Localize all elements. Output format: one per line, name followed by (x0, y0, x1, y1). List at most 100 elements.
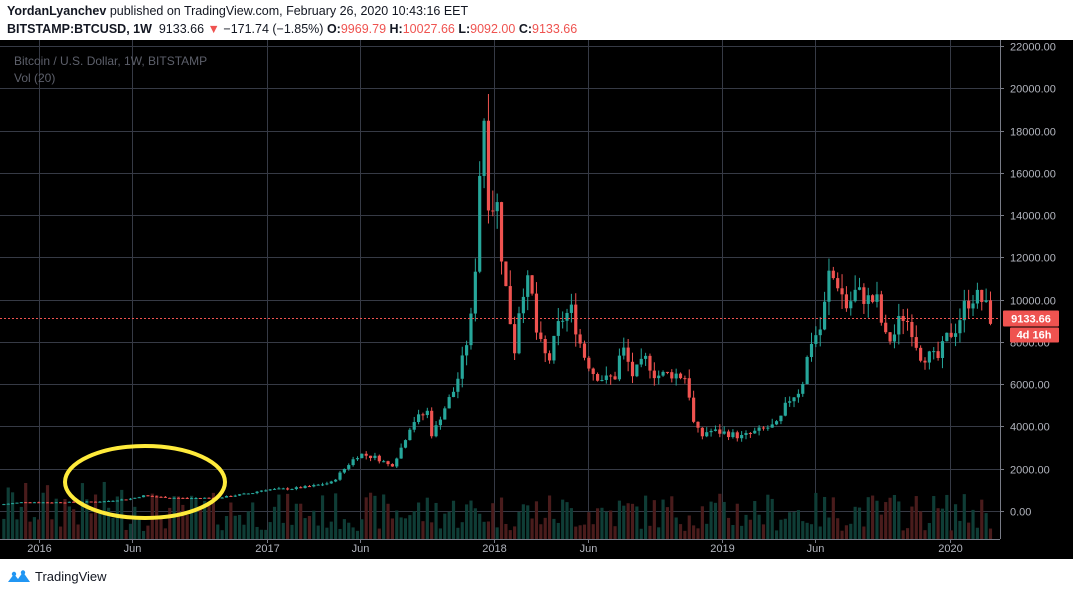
volume-bar (513, 526, 517, 539)
volume-bar (757, 514, 761, 539)
candle-body (189, 498, 194, 500)
candle-body (748, 433, 752, 435)
candlestick-chart[interactable]: 22000.00 20000.00 18000.00 16000.00 14000.00… (0, 40, 1073, 559)
candle-body (268, 489, 272, 491)
candle-body (901, 316, 905, 321)
candle-body (919, 347, 923, 361)
candle-body (32, 502, 37, 504)
volume-bar (678, 524, 683, 539)
candle-body (447, 397, 451, 409)
volume-bar (849, 523, 853, 539)
time-axis[interactable]: 2016 Jun 2017 Jun 2018 Jun 2019 Jun 2020 (0, 539, 1000, 555)
candle-body (539, 332, 543, 339)
candle-body (591, 368, 595, 375)
volume-bar (499, 497, 504, 539)
volume-bar (774, 530, 779, 539)
volume-bar (561, 499, 565, 539)
candle-body (814, 335, 818, 344)
candle-body (421, 414, 425, 416)
candle-body (788, 401, 792, 403)
candle-body (831, 270, 835, 279)
volume-bar (753, 501, 757, 539)
volume-bar (953, 504, 958, 539)
volume-bar (264, 529, 268, 539)
volume-bar (722, 501, 726, 539)
candle-body (15, 502, 19, 504)
annotation-ellipse[interactable] (63, 444, 227, 520)
volume-bar (19, 506, 23, 539)
candle-body (678, 373, 683, 379)
volume-bar (844, 525, 849, 539)
volume-bar (316, 525, 320, 539)
candle-body (307, 486, 312, 488)
footer: TradingView (0, 559, 1073, 596)
candle-body (657, 375, 661, 379)
price-tick-label: 10000.00 (1010, 296, 1056, 308)
candle-body (233, 495, 237, 497)
volume-bar (984, 513, 988, 539)
candle-body (561, 320, 565, 322)
volume-bar (613, 526, 617, 539)
candle-body (879, 294, 883, 323)
open-label: O: (326, 22, 341, 36)
candle-body (718, 429, 722, 434)
volume-bar (923, 530, 927, 539)
volume-bar (238, 514, 242, 539)
volume-bar (67, 506, 71, 539)
candle-body (176, 497, 181, 499)
candle-body (644, 355, 648, 359)
volume-bar (11, 492, 15, 539)
candle-body (779, 415, 783, 422)
author-name[interactable]: YordanLyanchev (7, 4, 107, 18)
volume-bar (905, 528, 910, 539)
candle-body (988, 300, 993, 324)
volume-bar (700, 506, 704, 539)
volume-bar (338, 528, 342, 539)
chart-area[interactable]: 22000.00 20000.00 18000.00 16000.00 14000.00… (0, 40, 1073, 559)
volume-bar (622, 505, 626, 539)
candle-body (312, 484, 316, 487)
volume-legend[interactable]: Vol (20) (14, 71, 56, 85)
candle-body (683, 378, 687, 380)
candle-body (713, 429, 718, 431)
volume-bar (412, 511, 416, 539)
volume-bar (521, 504, 525, 539)
time-tick-label: Jun (124, 543, 142, 555)
price-tick-label: 22000.00 (1010, 42, 1056, 54)
volume-bar (635, 506, 639, 539)
candle-body (364, 453, 368, 456)
candle-body (425, 410, 429, 416)
volume-bar (486, 521, 491, 539)
candle-body (417, 414, 421, 423)
volume-bar (303, 518, 307, 539)
candle-body (50, 502, 54, 504)
candle-body (836, 278, 840, 289)
candle-body (399, 447, 403, 459)
volume-bar (674, 517, 678, 539)
candle-body (499, 202, 504, 262)
candle-body (89, 501, 93, 503)
price-tick-label: 4000.00 (1010, 422, 1050, 434)
candle-body (172, 497, 176, 499)
candle-body (37, 502, 41, 504)
candles (2, 94, 993, 506)
candle-body (984, 300, 988, 302)
candle-body (111, 500, 115, 502)
volume-bar (591, 524, 595, 539)
candle-body (866, 295, 870, 304)
volume-bar (919, 511, 923, 539)
candle-body (761, 427, 766, 429)
volume-bar (360, 519, 364, 539)
candle-body (534, 293, 539, 333)
volume-bar (50, 519, 54, 539)
tradingview-brand[interactable]: TradingView (7, 569, 107, 584)
volume-bar (347, 522, 351, 539)
chart-title[interactable]: Bitcoin / U.S. Dollar, 1W, BITSTAMP (14, 54, 208, 68)
volume-bar (871, 495, 875, 539)
candle-body (674, 373, 678, 379)
candle-body (395, 458, 399, 467)
volume-bar (141, 530, 146, 539)
volume-bar (652, 500, 656, 539)
price-axis[interactable]: 22000.00 20000.00 18000.00 16000.00 14000.00… (1000, 40, 1073, 559)
candle-body (390, 464, 394, 467)
